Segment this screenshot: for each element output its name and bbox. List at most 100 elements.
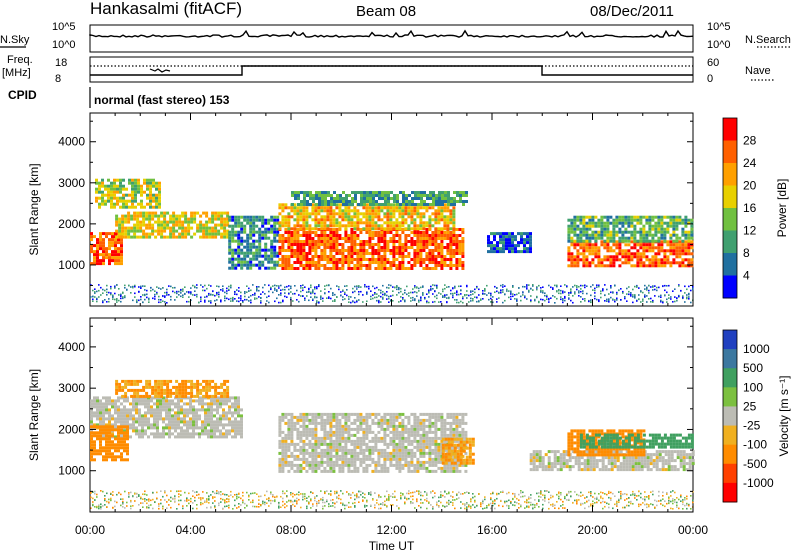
colorbar-swatch	[723, 368, 737, 388]
time-tick-label: 20:00	[577, 523, 607, 537]
velocity-region-3	[278, 412, 468, 473]
colorbar-label: Velocity [m s⁻¹]	[777, 375, 791, 456]
colorbar-swatch	[723, 406, 737, 427]
freq-strip: Freq. [MHz] 18 8 60 0 Nave	[2, 54, 774, 85]
time-axis: 00:00 04:00 08:00 12:00 16:00 20:00 00:00 Time …	[75, 523, 708, 553]
velocity-region-2	[115, 379, 230, 398]
colorbar-tick-label: -100	[743, 438, 767, 452]
freq-left-tick-top: 18	[55, 57, 67, 69]
power-region-2	[115, 211, 230, 239]
colorbar-swatch	[723, 230, 737, 254]
power-ylabel: Slant Range [km]	[27, 163, 41, 255]
power-panel: 1000 2000 3000 4000 Slant Range [km]	[27, 112, 694, 307]
noise-sky-trace	[89, 29, 694, 38]
freq-right-tick-bottom: 0	[707, 73, 713, 85]
power-region-9	[567, 215, 694, 243]
freq-glitch	[149, 68, 171, 73]
velocity-ytick-label: 4000	[58, 340, 85, 354]
velocity-ytick-label: 1000	[58, 464, 85, 478]
cpid-label: CPID	[8, 88, 37, 102]
colorbar-tick-label: -500	[743, 457, 767, 471]
colorbar-tick-label: 16	[743, 201, 757, 215]
freq-left-tick-bottom: 8	[55, 73, 61, 85]
velocity-ytick-label: 3000	[58, 381, 85, 395]
colorbar-tick-label: 500	[743, 361, 763, 375]
power-ytick-label: 2000	[58, 217, 85, 231]
colorbar-swatch	[723, 482, 737, 503]
velocity-data-cells	[90, 379, 695, 510]
velocity-colorbar: 1000 500 100 25 -25 -100 -500 -1000 Velocity [m …	[722, 329, 791, 503]
freq-strip-frame	[89, 56, 694, 83]
noise-search-label: N.Search	[745, 34, 791, 46]
colorbar-swatch	[723, 349, 737, 369]
noise-left-tick-bottom: 10^0	[52, 39, 76, 51]
beam-label: Beam 08	[356, 3, 416, 20]
power-near-range-echoes	[90, 284, 694, 304]
power-region-0	[90, 232, 123, 266]
colorbar-tick-label: 100	[743, 380, 763, 394]
noise-right-tick-bottom: 10^0	[707, 39, 731, 51]
velocity-region-4	[441, 437, 475, 465]
colorbar-swatch	[723, 463, 737, 484]
cpid-strip: CPID normal (fast stereo) 153	[8, 87, 230, 108]
freq-label-line2: [MHz]	[2, 67, 31, 79]
velocity-region-1	[90, 425, 129, 462]
power-region-1	[95, 178, 161, 209]
freq-right-tick-top: 60	[707, 57, 719, 69]
colorbar-tick-label: -25	[743, 419, 761, 433]
freq-label-line1: Freq.	[7, 54, 33, 66]
noise-sky-label: N.Sky	[0, 34, 30, 46]
colorbar-swatch	[723, 387, 737, 407]
colorbar-swatch	[723, 425, 737, 446]
colorbar-tick-label: 4	[743, 269, 750, 283]
power-data-cells	[90, 178, 694, 304]
colorbar-swatch	[723, 208, 737, 231]
colorbar-swatch	[723, 163, 737, 186]
colorbar-swatch	[723, 253, 737, 276]
colorbar-tick-label: -1000	[743, 476, 774, 490]
power-region-6	[291, 191, 468, 206]
colorbar-swatch	[723, 275, 737, 299]
colorbar-swatch	[723, 140, 737, 164]
power-colorbar: 28 24 20 16 12 8 4 Power [dB]	[722, 117, 789, 299]
velocity-panel: 1000 2000 3000 4000 Slant Range [km]	[27, 317, 695, 513]
colorbar-swatch	[723, 330, 737, 350]
colorbar-swatch	[723, 444, 737, 465]
velocity-near-range-echoes	[90, 490, 694, 510]
cpid-text: normal (fast stereo) 153	[94, 93, 230, 107]
time-tick-label: 00:00	[75, 523, 105, 537]
time-tick-label: 12:00	[376, 523, 406, 537]
colorbar-tick-label: 1000	[743, 342, 770, 356]
velocity-region-7	[579, 433, 694, 449]
colorbar-tick-label: 12	[743, 224, 757, 238]
power-region-3	[228, 215, 280, 270]
colorbar-tick-label: 8	[743, 246, 750, 260]
time-axis-label: Time UT	[369, 539, 415, 553]
power-ytick-label: 4000	[58, 135, 85, 149]
power-ytick-label: 3000	[58, 176, 85, 190]
colorbar-tick-label: 28	[743, 134, 757, 148]
colorbar-label: Power [dB]	[775, 179, 789, 238]
velocity-ylabel: Slant Range [km]	[27, 369, 41, 461]
freq-trace	[90, 65, 693, 76]
velocity-ytick-label: 2000	[58, 422, 85, 436]
time-tick-label: 00:00	[678, 523, 708, 537]
colorbar-tick-label: 25	[743, 399, 757, 413]
date-label: 08/Dec/2011	[590, 3, 674, 20]
power-region-7	[487, 232, 532, 254]
station-title: Hankasalmi (fitACF)	[90, 0, 242, 18]
time-tick-label: 16:00	[477, 523, 507, 537]
noise-right-tick-top: 10^5	[707, 21, 731, 33]
noise-left-tick-top: 10^5	[52, 21, 76, 33]
time-tick-label: 08:00	[276, 523, 306, 537]
time-tick-label: 04:00	[175, 523, 205, 537]
noise-strip-frame	[89, 24, 694, 53]
colorbar-tick-label: 20	[743, 179, 757, 193]
nave-label: Nave	[745, 65, 771, 77]
noise-strip: N.Sky 10^5 10^0 10^5 10^0 N.Search	[0, 21, 791, 53]
power-region-5	[278, 203, 456, 231]
colorbar-swatch	[723, 118, 737, 141]
colorbar-tick-label: 24	[743, 156, 757, 170]
colorbar-swatch	[723, 185, 737, 209]
